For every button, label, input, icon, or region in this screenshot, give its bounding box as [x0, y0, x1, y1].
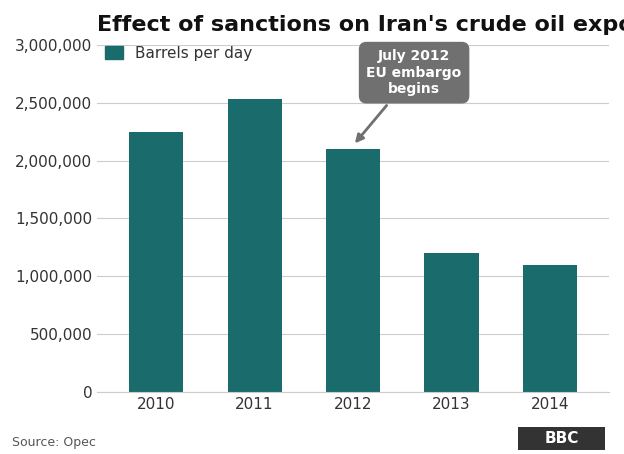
Bar: [523, 265, 577, 392]
Text: July 2012
EU embargo
begins: July 2012 EU embargo begins: [357, 49, 462, 141]
Bar: [129, 132, 183, 392]
Text: Source: Opec: Source: Opec: [12, 435, 96, 449]
Legend: Barrels per day: Barrels per day: [105, 45, 253, 61]
Bar: [326, 149, 380, 392]
Text: BBC: BBC: [544, 431, 579, 446]
Bar: [424, 253, 479, 392]
Text: Effect of sanctions on Iran's crude oil exports: Effect of sanctions on Iran's crude oil …: [97, 15, 624, 35]
Bar: [228, 99, 281, 392]
